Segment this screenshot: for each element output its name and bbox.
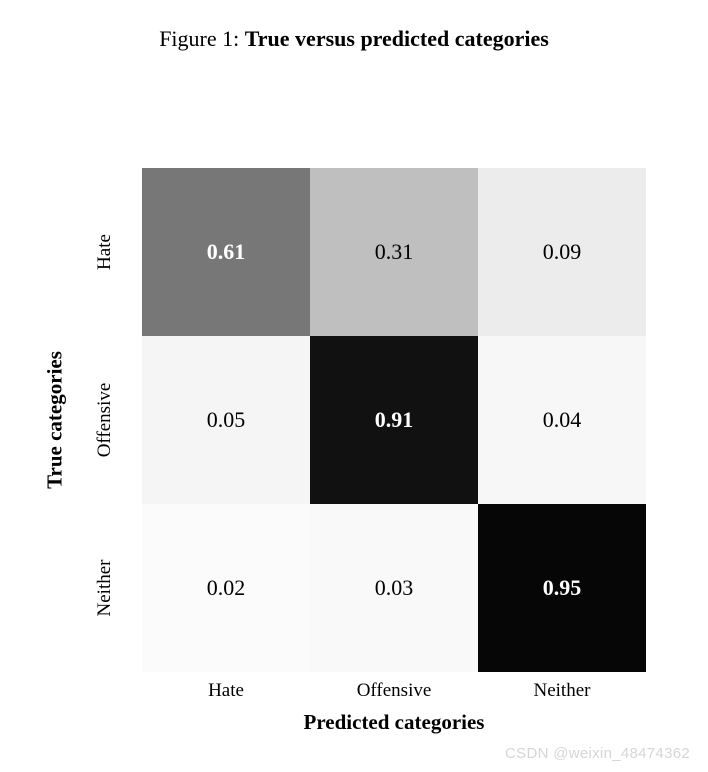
- x-axis-label: Predicted categories: [142, 710, 646, 735]
- heatmap-plot-area: 0.61 0.31 0.09 0.05 0.91 0.04 0.02 0.03 …: [142, 168, 646, 672]
- x-tick-row: Hate Offensive Neither: [142, 680, 646, 708]
- heatmap-cell: 0.95: [478, 504, 646, 672]
- figure-caption-title: True versus predicted categories: [245, 26, 549, 51]
- x-tick-label: Hate: [142, 680, 310, 708]
- y-axis-label-container: True categories: [40, 168, 70, 672]
- y-axis-label: True categories: [43, 351, 68, 489]
- heatmap-cell: 0.03: [310, 504, 478, 672]
- heatmap-cell: 0.31: [310, 168, 478, 336]
- figure-caption: Figure 1: True versus predicted categori…: [0, 26, 708, 52]
- confusion-matrix-figure: Figure 1: True versus predicted categori…: [0, 0, 708, 772]
- y-tick-1-container: Offensive: [80, 336, 130, 504]
- heatmap-cell: 0.02: [142, 504, 310, 672]
- y-tick-label: Hate: [94, 234, 116, 270]
- figure-caption-prefix: Figure 1:: [159, 26, 245, 51]
- heatmap-grid: 0.61 0.31 0.09 0.05 0.91 0.04 0.02 0.03 …: [142, 168, 646, 672]
- x-tick-label: Neither: [478, 680, 646, 708]
- y-tick-label: Neither: [94, 560, 116, 617]
- y-tick-label: Offensive: [94, 383, 116, 458]
- y-tick-0-container: Hate: [80, 168, 130, 336]
- x-tick-label: Offensive: [310, 680, 478, 708]
- heatmap-cell: 0.91: [310, 336, 478, 504]
- heatmap-cell: 0.05: [142, 336, 310, 504]
- watermark-text: CSDN @weixin_48474362: [505, 745, 690, 762]
- heatmap-cell: 0.61: [142, 168, 310, 336]
- heatmap-cell: 0.09: [478, 168, 646, 336]
- y-tick-2-container: Neither: [80, 504, 130, 672]
- heatmap-cell: 0.04: [478, 336, 646, 504]
